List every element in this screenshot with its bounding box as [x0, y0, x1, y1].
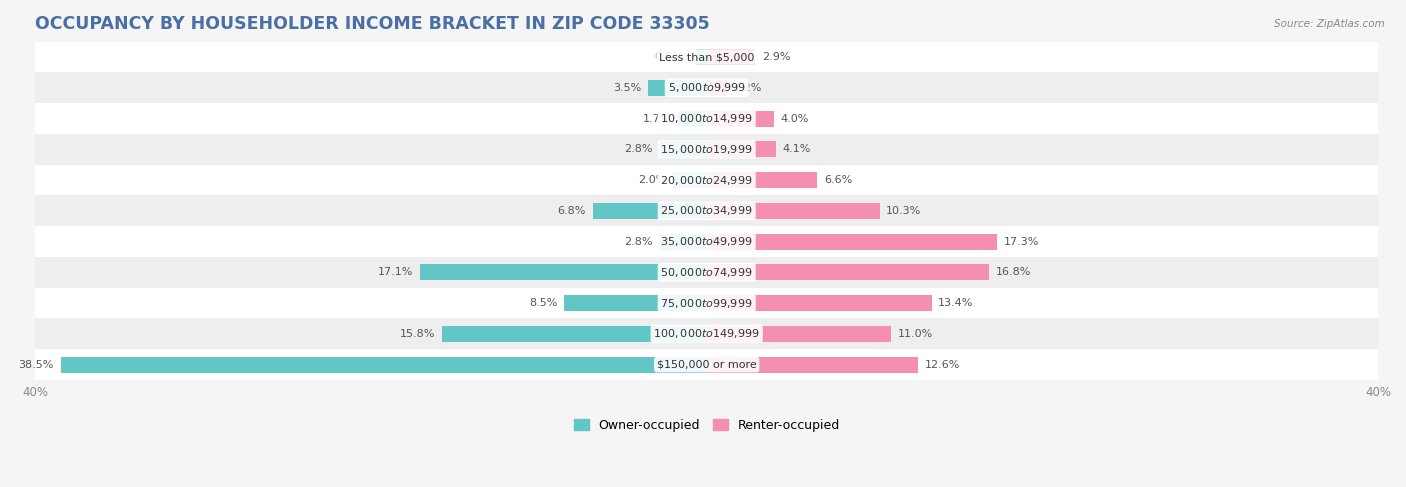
- Text: 2.0%: 2.0%: [638, 175, 666, 185]
- Bar: [35, 288, 1378, 318]
- Bar: [707, 326, 891, 342]
- Bar: [707, 234, 997, 249]
- Text: OCCUPANCY BY HOUSEHOLDER INCOME BRACKET IN ZIP CODE 33305: OCCUPANCY BY HOUSEHOLDER INCOME BRACKET …: [35, 15, 710, 33]
- Bar: [696, 49, 707, 65]
- Text: Less than $5,000: Less than $5,000: [659, 52, 755, 62]
- Bar: [673, 172, 707, 188]
- Bar: [707, 356, 918, 373]
- Text: 0.63%: 0.63%: [654, 52, 689, 62]
- Bar: [35, 42, 1378, 73]
- Text: 1.7%: 1.7%: [643, 113, 672, 124]
- Text: 12.6%: 12.6%: [925, 359, 960, 370]
- Text: $35,000 to $49,999: $35,000 to $49,999: [661, 235, 754, 248]
- Bar: [35, 318, 1378, 349]
- Bar: [420, 264, 707, 281]
- Bar: [648, 80, 707, 96]
- Text: $100,000 to $149,999: $100,000 to $149,999: [654, 327, 761, 340]
- Text: $15,000 to $19,999: $15,000 to $19,999: [661, 143, 754, 156]
- Bar: [707, 295, 932, 311]
- Text: 10.3%: 10.3%: [886, 206, 921, 216]
- Text: 15.8%: 15.8%: [399, 329, 434, 339]
- Legend: Owner-occupied, Renter-occupied: Owner-occupied, Renter-occupied: [568, 414, 845, 437]
- Text: $20,000 to $24,999: $20,000 to $24,999: [661, 173, 754, 187]
- Text: $5,000 to $9,999: $5,000 to $9,999: [668, 81, 745, 94]
- Bar: [707, 111, 773, 127]
- Text: 6.6%: 6.6%: [824, 175, 852, 185]
- Text: 4.1%: 4.1%: [782, 144, 811, 154]
- Bar: [60, 356, 707, 373]
- Bar: [35, 195, 1378, 226]
- Text: $150,000 or more: $150,000 or more: [657, 359, 756, 370]
- Bar: [592, 203, 707, 219]
- Bar: [441, 326, 707, 342]
- Bar: [35, 226, 1378, 257]
- Bar: [707, 49, 755, 65]
- Text: 1.2%: 1.2%: [734, 83, 762, 93]
- Bar: [707, 203, 880, 219]
- Bar: [659, 234, 707, 249]
- Text: 17.1%: 17.1%: [378, 267, 413, 277]
- Bar: [707, 141, 776, 157]
- Bar: [35, 349, 1378, 380]
- Text: Source: ZipAtlas.com: Source: ZipAtlas.com: [1274, 19, 1385, 30]
- Bar: [35, 134, 1378, 165]
- Bar: [35, 103, 1378, 134]
- Text: $50,000 to $74,999: $50,000 to $74,999: [661, 266, 754, 279]
- Bar: [707, 264, 988, 281]
- Text: $10,000 to $14,999: $10,000 to $14,999: [661, 112, 754, 125]
- Text: $75,000 to $99,999: $75,000 to $99,999: [661, 297, 754, 310]
- Text: 17.3%: 17.3%: [1004, 237, 1039, 246]
- Bar: [707, 172, 817, 188]
- Bar: [678, 111, 707, 127]
- Text: 8.5%: 8.5%: [529, 298, 557, 308]
- Bar: [35, 257, 1378, 288]
- Bar: [35, 165, 1378, 195]
- Bar: [659, 141, 707, 157]
- Bar: [564, 295, 707, 311]
- Text: 16.8%: 16.8%: [995, 267, 1031, 277]
- Text: 2.8%: 2.8%: [624, 144, 652, 154]
- Text: 2.8%: 2.8%: [624, 237, 652, 246]
- Text: 13.4%: 13.4%: [938, 298, 974, 308]
- Text: 4.0%: 4.0%: [780, 113, 808, 124]
- Text: 2.9%: 2.9%: [762, 52, 790, 62]
- Text: 6.8%: 6.8%: [558, 206, 586, 216]
- Text: 11.0%: 11.0%: [898, 329, 934, 339]
- Bar: [35, 73, 1378, 103]
- Text: 3.5%: 3.5%: [613, 83, 641, 93]
- Bar: [707, 80, 727, 96]
- Text: $25,000 to $34,999: $25,000 to $34,999: [661, 205, 754, 217]
- Text: 38.5%: 38.5%: [18, 359, 53, 370]
